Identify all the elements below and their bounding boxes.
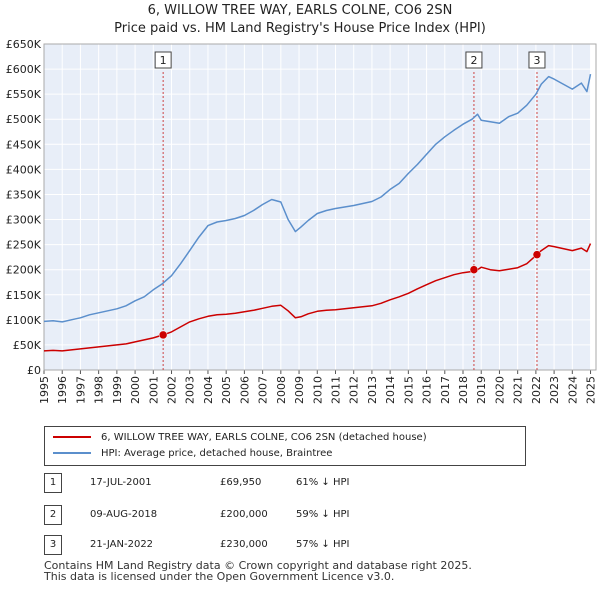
y-tick-label: £350K — [6, 188, 42, 201]
y-tick-label: £500K — [6, 113, 42, 126]
x-tick-label: 2008 — [275, 376, 288, 404]
y-tick-label: £100K — [6, 314, 42, 327]
x-tick-label: 2016 — [421, 376, 434, 404]
footer-licence: This data is licensed under the Open Gov… — [44, 570, 395, 583]
plot-frame — [43, 43, 597, 371]
y-tick-label: £400K — [6, 163, 42, 176]
price-chart: 1 2 3 £0 £50K £100K £150K £200K £250K £300K £350K… — [6, 38, 598, 404]
sale-number: 1 — [44, 473, 62, 493]
legend-item-property: 6, WILLOW TREE WAY, EARLS COLNE, CO6 2SN… — [53, 430, 427, 446]
sale-label-box — [528, 51, 546, 69]
title-line2: Price paid vs. HM Land Registry's House … — [114, 21, 486, 36]
sale-number: 3 — [44, 535, 62, 555]
sale-label-number: 1 — [160, 54, 167, 67]
legend-swatch-property — [53, 436, 91, 438]
footer-copyright: Contains HM Land Registry data © Crown c… — [44, 559, 472, 572]
x-tick-label: 2000 — [129, 376, 142, 404]
sale-date: 09-AUG-2018 — [90, 509, 158, 520]
legend-item-hpi: HPI: Average price, detached house, Brai… — [53, 446, 332, 462]
hpi-line — [43, 73, 592, 323]
x-tick-label: 2013 — [366, 376, 379, 404]
sale-label-number: 3 — [533, 54, 540, 67]
x-tick-label: 2003 — [184, 376, 197, 404]
x-tick-label: 2005 — [220, 376, 233, 404]
sale-label-box — [465, 51, 483, 69]
sale-marker — [469, 265, 479, 274]
legend-label-hpi: HPI: Average price, detached house, Brai… — [101, 448, 333, 459]
x-tick-label: 2012 — [348, 376, 361, 404]
x-tick-label: 2021 — [512, 376, 525, 404]
sale-label-number: 2 — [470, 54, 477, 67]
sale-label-box — [154, 51, 172, 69]
x-tick-label: 2015 — [402, 376, 415, 404]
x-tick-label: 2014 — [384, 376, 397, 404]
sale-price: £200,000 — [220, 509, 268, 520]
y-tick-label: £550K — [6, 88, 42, 101]
x-tick-label: 2004 — [202, 376, 215, 404]
y-tick-label: £150K — [6, 289, 42, 302]
x-tick-label: 2019 — [475, 376, 488, 404]
y-tick-label: £50K — [13, 339, 42, 352]
x-tick-label: 1996 — [56, 376, 69, 404]
legend-label-property: 6, WILLOW TREE WAY, EARLS COLNE, CO6 2SN… — [101, 432, 427, 443]
sale-marker — [158, 330, 168, 340]
chart-title: 6, WILLOW TREE WAY, EARLS COLNE, CO6 2SN… — [0, 2, 600, 38]
sale-hpi-diff: 61% ↓ HPI — [296, 477, 350, 488]
sale-hpi-diff: 59% ↓ HPI — [296, 509, 350, 520]
y-tick-label: £450K — [6, 138, 42, 151]
x-tick-label: 2002 — [166, 376, 179, 404]
sale-price: £69,950 — [220, 477, 262, 488]
sale-date: 17-JUL-2001 — [90, 477, 152, 488]
y-tick-label: £0 — [27, 364, 41, 377]
x-tick-label: 2017 — [439, 376, 452, 404]
x-tick-label: 2007 — [257, 376, 270, 404]
x-tick-label: 1998 — [93, 376, 106, 404]
x-tick-label: 2011 — [329, 376, 342, 404]
y-tick-label: £600K — [6, 63, 42, 76]
x-tick-label: 2025 — [585, 376, 598, 404]
y-tick-label: £300K — [6, 214, 42, 227]
legend-swatch-hpi — [53, 452, 91, 454]
x-tick-label: 1995 — [38, 376, 51, 404]
sale-date: 21-JAN-2022 — [90, 539, 154, 550]
sale-marker — [532, 250, 542, 259]
sale-number: 2 — [44, 505, 62, 525]
y-tick-label: £250K — [6, 239, 42, 252]
sale-hpi-diff: 57% ↓ HPI — [296, 539, 350, 550]
x-tick-label: 2006 — [238, 376, 251, 404]
x-tick-label: 2024 — [566, 376, 579, 404]
footer: Contains HM Land Registry data © Crown c… — [44, 560, 472, 582]
y-tick-label: £650K — [6, 38, 42, 51]
x-tick-label: 1997 — [74, 376, 87, 404]
x-tick-label: 2010 — [311, 376, 324, 404]
sale-price: £230,000 — [220, 539, 268, 550]
x-tick-label: 2023 — [548, 376, 561, 404]
x-tick-label: 2022 — [530, 376, 543, 404]
x-tick-label: 2009 — [293, 376, 306, 404]
y-tick-label: £200K — [6, 264, 42, 277]
legend: 6, WILLOW TREE WAY, EARLS COLNE, CO6 2SN… — [44, 426, 526, 466]
property-line — [43, 243, 592, 352]
x-tick-label: 1999 — [111, 376, 124, 404]
x-tick-label: 2018 — [457, 376, 470, 404]
x-tick-label: 2020 — [493, 376, 506, 404]
title-line1: 6, WILLOW TREE WAY, EARLS COLNE, CO6 2SN — [147, 3, 453, 18]
x-tick-label: 2001 — [147, 376, 160, 404]
